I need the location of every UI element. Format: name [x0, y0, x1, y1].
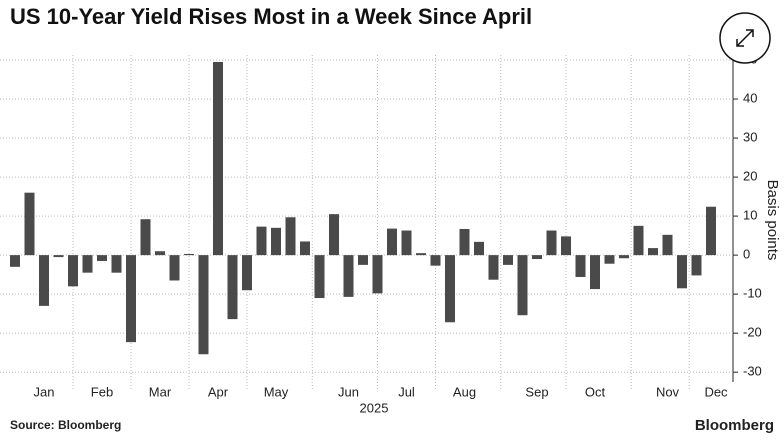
- bar: [532, 255, 542, 260]
- y-tick-label: 30: [743, 129, 757, 144]
- bar: [517, 255, 528, 316]
- bar: [184, 253, 194, 256]
- bar: [39, 255, 49, 306]
- bar: [430, 255, 441, 266]
- bar: [459, 228, 470, 256]
- bar: [619, 255, 629, 259]
- bar: [343, 255, 354, 297]
- bar: [126, 255, 136, 343]
- brand: Bloomberg: [695, 417, 774, 434]
- y-tick-label: -30: [743, 364, 762, 379]
- x-tick-label: Mar: [149, 384, 172, 399]
- bar: [256, 226, 267, 256]
- bar: [546, 230, 557, 256]
- bar: [111, 255, 122, 273]
- bar: [561, 236, 571, 256]
- bar: [691, 255, 702, 276]
- y-tick-label: 40: [743, 90, 757, 105]
- bar: [271, 227, 281, 256]
- bar: [314, 255, 325, 299]
- x-tick-label: Nov: [656, 384, 680, 399]
- plot: -30-20-1001020304050JanFebMarAprMayJunJu…: [0, 51, 762, 399]
- bar: [300, 241, 310, 256]
- bar: [155, 251, 165, 256]
- y-tick-label: -10: [743, 286, 762, 301]
- bar: [372, 255, 383, 294]
- x-tick-label: Jul: [398, 384, 415, 399]
- bar: [575, 255, 586, 277]
- bar: [662, 234, 673, 256]
- y-tick-label: 0: [743, 247, 750, 262]
- bar: [590, 255, 600, 290]
- bar: [140, 219, 151, 256]
- expand-button[interactable]: [719, 12, 771, 64]
- x-tick-label: Apr: [208, 384, 229, 399]
- chart-title: US 10-Year Yield Rises Most in a Week Si…: [10, 4, 532, 29]
- bar: [329, 214, 339, 256]
- bar: [503, 255, 513, 265]
- bar: [242, 255, 252, 291]
- source: Source: Bloomberg: [10, 418, 121, 432]
- bar: [24, 192, 35, 256]
- bar: [474, 241, 484, 256]
- bar: [706, 206, 716, 256]
- bar: [53, 255, 64, 258]
- y-tick-label: 20: [743, 169, 757, 184]
- bar: [169, 255, 180, 281]
- bar: [677, 255, 687, 289]
- bar: [198, 255, 209, 355]
- bar: [97, 255, 107, 261]
- y-axis-label: Basis points: [764, 180, 781, 261]
- bar: [285, 217, 296, 256]
- bar: [401, 230, 412, 256]
- x-tick-label: Feb: [91, 384, 113, 399]
- x-tick-label: Aug: [453, 384, 476, 399]
- bar: [633, 225, 644, 256]
- y-tick-label: -20: [743, 325, 762, 340]
- bar: [213, 61, 223, 256]
- bar: [445, 255, 455, 323]
- bar: [10, 255, 20, 267]
- bar: [227, 255, 238, 320]
- x-tick-label: Jan: [34, 384, 55, 399]
- x-tick-label: Oct: [585, 384, 606, 399]
- x-tick-label: Jun: [338, 384, 359, 399]
- bar: [82, 255, 93, 273]
- bar: [648, 248, 658, 256]
- x-tick-label: May: [264, 384, 289, 399]
- x-tick-label: Sep: [525, 384, 548, 399]
- bar: [488, 255, 499, 280]
- x-axis-label: 2025: [360, 400, 389, 415]
- x-tick-label: Dec: [704, 384, 728, 399]
- y-tick-label: 10: [743, 208, 757, 223]
- bar: [387, 228, 397, 256]
- bar: [68, 255, 78, 287]
- bar: [358, 255, 368, 265]
- bar: [416, 253, 426, 256]
- bar: [604, 255, 615, 264]
